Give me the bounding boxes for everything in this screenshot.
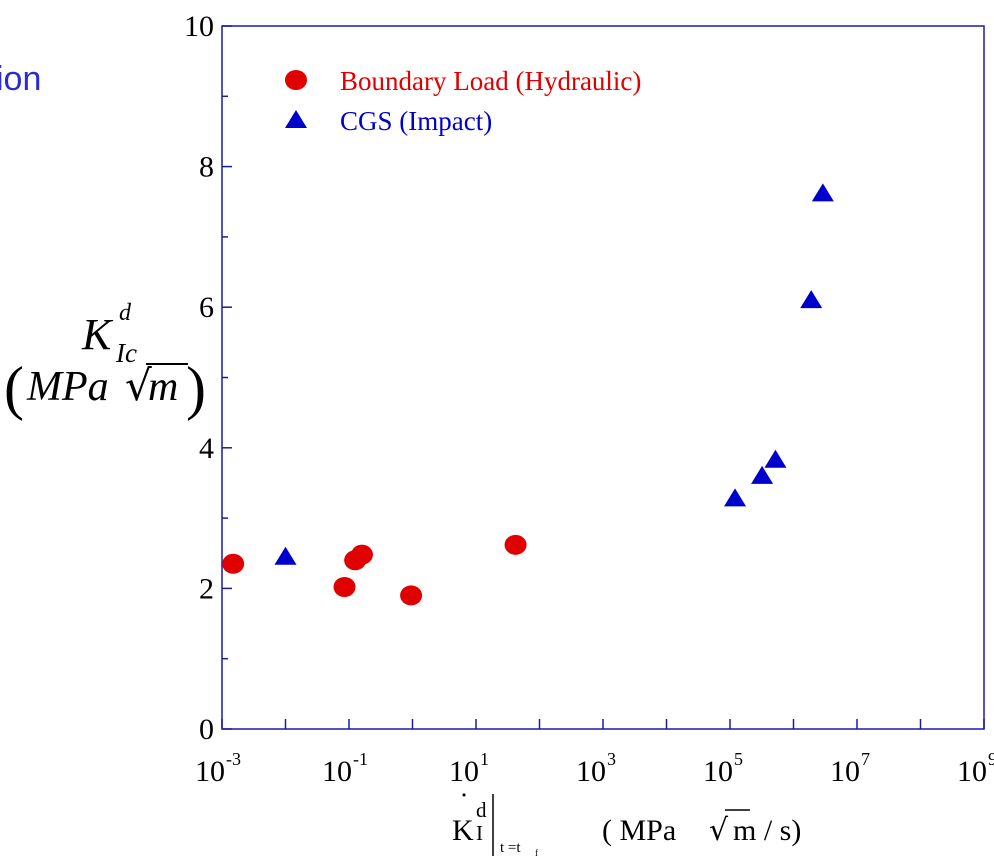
- x-tick-label: 10: [830, 755, 860, 788]
- x-tick-label: 10: [957, 755, 987, 788]
- y-axis-units-close-paren: ): [186, 355, 206, 421]
- page-title: ion: [0, 60, 42, 98]
- x-tick-label: 10: [195, 755, 225, 788]
- data-point-triangle: [800, 290, 823, 309]
- data-point-circle: [504, 534, 527, 555]
- x-tick-label-exponent: 9: [988, 749, 994, 769]
- x-tick-label-exponent: 7: [861, 749, 870, 769]
- y-axis-units-sqrt: √: [125, 361, 152, 410]
- data-point-triangle: [811, 183, 834, 202]
- x-axis-label-dot: ˙: [459, 787, 469, 820]
- legend-marker-triangle: [285, 110, 307, 128]
- legend-label: CGS (Impact): [340, 106, 492, 136]
- y-axis-label-sub: Ic: [115, 338, 137, 368]
- y-tick-label: 0: [199, 713, 214, 746]
- x-tick-label-exponent: 5: [734, 749, 743, 769]
- x-tick-label-exponent: -1: [353, 749, 368, 769]
- y-axis-label: K d Ic ( MPa √ m ): [4, 300, 206, 421]
- data-point-triangle: [274, 546, 297, 565]
- y-axis-label-sup: d: [119, 300, 132, 326]
- x-tick-label-exponent: -3: [226, 749, 241, 769]
- x-tick-label: 10: [322, 755, 352, 788]
- y-tick-label: 6: [199, 291, 214, 324]
- y-axis-units-var: m: [148, 364, 178, 410]
- data-points: [222, 183, 834, 606]
- legend-label: Boundary Load (Hydraulic): [340, 66, 641, 96]
- y-axis-units-open-paren: (: [4, 355, 24, 421]
- x-axis-label-sub: I: [476, 821, 483, 845]
- y-tick-label: 10: [184, 10, 214, 43]
- x-axis-units-open: ( MPa: [602, 814, 676, 847]
- y-axis-units-text: MPa: [26, 364, 109, 410]
- x-tick-label: 10: [576, 755, 606, 788]
- data-point-triangle: [724, 488, 747, 507]
- x-tick-label-exponent: 1: [480, 749, 489, 769]
- y-tick-label: 2: [199, 572, 214, 605]
- data-point-triangle: [751, 465, 774, 484]
- x-axis-label-eval: t =t: [500, 840, 521, 856]
- legend-marker-circle: [285, 70, 307, 90]
- x-axis-label-eval-sub: f: [535, 848, 538, 858]
- x-axis-label-sup: d: [476, 798, 487, 822]
- data-point-circle: [350, 544, 373, 565]
- data-point-circle: [333, 576, 356, 597]
- legend: Boundary Load (Hydraulic) CGS (Impact): [285, 66, 641, 136]
- x-axis-units-var: m / s): [733, 814, 801, 847]
- data-point-triangle: [764, 449, 787, 468]
- x-axis-label: K ˙ d I t =t f ( MPa √ m / s): [452, 787, 801, 858]
- data-point-circle: [400, 585, 423, 606]
- y-tick-label: 4: [199, 432, 214, 465]
- x-axis-label-main: K: [452, 814, 474, 847]
- x-tick-label: 10: [703, 755, 733, 788]
- x-axis-units-sqrt: √: [709, 813, 729, 848]
- plot-frame: [221, 25, 985, 730]
- x-tick-label: 10: [449, 755, 479, 788]
- data-point-circle: [222, 553, 245, 574]
- y-axis-label-main: K: [81, 310, 114, 359]
- x-tick-label-exponent: 3: [607, 749, 616, 769]
- y-tick-label: 8: [199, 151, 214, 184]
